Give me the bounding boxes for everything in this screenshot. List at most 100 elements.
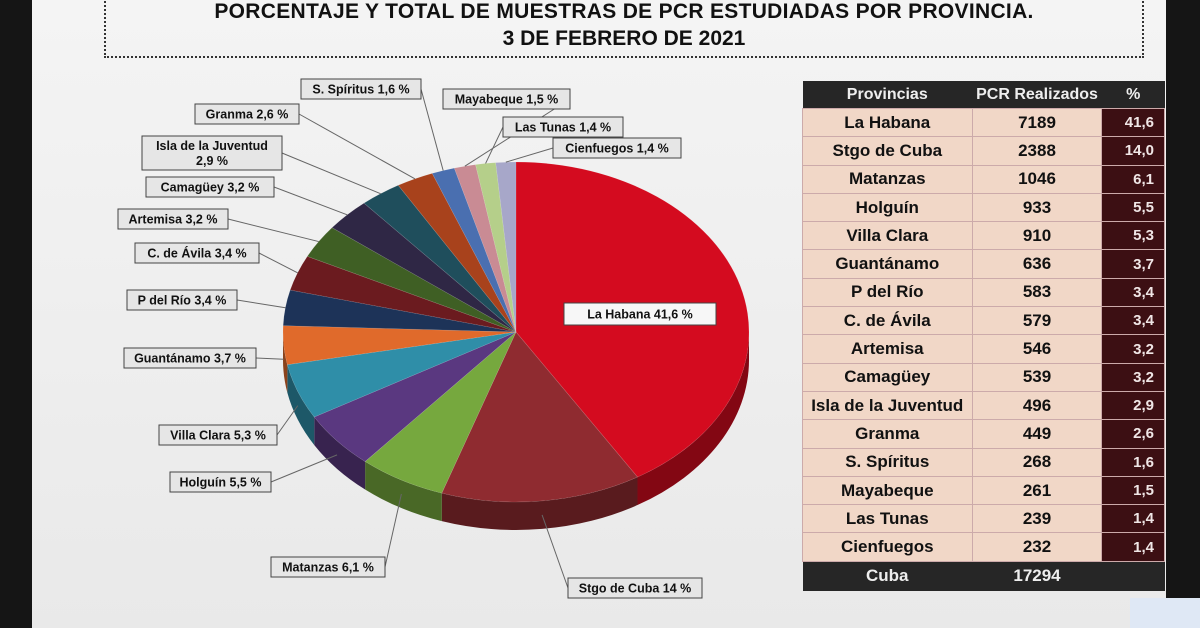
slice-side-2: [365, 461, 442, 522]
header-pcr: PCR Realizados: [972, 81, 1102, 109]
percent-cell: 3,4: [1101, 277, 1165, 308]
slice-side-5: [283, 332, 288, 393]
province-cell: Matanzas: [802, 164, 973, 194]
slice-label-box: [563, 302, 717, 326]
percent-cell: 1,4: [1101, 504, 1165, 534]
header-provincias: Provincias: [802, 81, 973, 109]
percent-cell: 1,6: [1101, 447, 1165, 477]
slice-label-box: [567, 577, 703, 599]
slice-label-text: Las Tunas 1,4 %: [515, 121, 611, 135]
slice-label-text: Artemisa 3,2 %: [129, 213, 218, 227]
pie-slice: [364, 331, 517, 494]
slice-label-text: Stgo de Cuba 14 %: [579, 582, 692, 596]
leader-line: [255, 357, 284, 360]
table-header-row: Provincias PCR Realizados %: [802, 81, 1165, 109]
slice-side-0: [637, 332, 749, 506]
percent-cell: 2,9: [1101, 390, 1165, 421]
percent-cell: 14,0: [1101, 136, 1165, 166]
province-cell: Cienfuegos: [802, 532, 973, 562]
province-cell: S. Spíritus: [802, 447, 973, 477]
province-cell: Mayabeque: [802, 475, 973, 506]
slice-label: S. Spíritus 1,6 %: [300, 78, 422, 100]
province-cell: C. de Ávila: [802, 306, 973, 336]
pie-slice: [475, 162, 517, 333]
slice-label: P del Río 3,4 %: [126, 289, 238, 311]
pcr-table: Provincias PCR Realizados % La Habana 718…: [802, 81, 1165, 591]
table-row: Mayabeque 261 1,5: [802, 475, 1165, 506]
right-frame-edge: [1166, 0, 1200, 628]
slice-label-box: [169, 471, 272, 493]
province-cell: Las Tunas: [802, 504, 973, 534]
slice-label-box: [552, 137, 682, 159]
slice-label-text: S. Spíritus 1,6 %: [312, 83, 409, 97]
pcr-cell: 261: [971, 475, 1103, 506]
title-box: PORCENTAJE Y TOTAL DE MUESTRAS DE PCR ES…: [104, 0, 1144, 58]
leader-line: [384, 493, 402, 568]
pcr-cell: 910: [971, 221, 1103, 251]
province-cell: Artemisa: [802, 334, 973, 364]
leader-line: [276, 405, 299, 436]
leader-line: [227, 218, 319, 243]
pcr-cell: 7189: [971, 107, 1103, 138]
slice-label: Mayabeque 1,5 %: [442, 88, 571, 110]
total-percent: [1101, 561, 1165, 591]
pcr-cell: 636: [971, 249, 1103, 279]
slice-label-text: Guantánamo 3,7 %: [134, 352, 246, 366]
province-cell: P del Río: [802, 277, 973, 308]
leader-line: [505, 147, 554, 163]
table-row: Las Tunas 239 1,4: [802, 504, 1165, 534]
pie-slice: [289, 255, 517, 333]
pcr-cell: 933: [971, 192, 1103, 223]
slice-label-box: [442, 88, 571, 110]
percent-cell: 3,4: [1101, 306, 1165, 336]
slice-label-text: Villa Clara 5,3 %: [170, 429, 266, 443]
total-value: 17294: [972, 561, 1102, 591]
slice-label: C. de Ávila 3,4 %: [134, 242, 260, 264]
total-label: Cuba: [802, 561, 973, 591]
slice-label: Stgo de Cuba 14 %: [567, 577, 703, 599]
pie-depth: [283, 332, 749, 530]
pcr-cell: 583: [971, 277, 1103, 308]
slice-label-box: [126, 289, 238, 311]
table-row: Stgo de Cuba 2388 14,0: [802, 136, 1165, 166]
slice-label-text: La Habana 41,6 %: [587, 308, 693, 322]
pie-slice: [441, 331, 638, 503]
table-row: Cienfuegos 232 1,4: [802, 532, 1165, 562]
slice-label: Villa Clara 5,3 %: [158, 424, 278, 446]
slice-label: Camagüey 3,2 %: [145, 176, 275, 198]
slice-side-3: [314, 417, 366, 490]
pie-slice: [286, 331, 517, 418]
slice-label-text-line-2: 2,9 %: [196, 154, 228, 168]
slice-label-text: Mayabeque 1,5 %: [455, 93, 559, 107]
percent-cell: 5,3: [1101, 221, 1165, 251]
pie-slice: [282, 325, 517, 365]
table-row: S. Spíritus 268 1,6: [802, 447, 1165, 477]
slice-label-box: [502, 116, 624, 138]
slice-label-box: [141, 135, 283, 171]
pcr-cell: 268: [971, 447, 1103, 477]
total-row: Cuba 17294: [802, 561, 1165, 591]
chart-title: PORCENTAJE Y TOTAL DE MUESTRAS DE PCR ES…: [214, 0, 1034, 23]
slice-label: Granma 2,6 %: [194, 103, 300, 125]
pcr-cell: 239: [971, 504, 1103, 534]
province-cell: Granma: [802, 419, 973, 449]
province-cell: Villa Clara: [802, 221, 973, 251]
table-row: Guantánamo 636 3,7: [802, 249, 1165, 279]
percent-cell: 2,6: [1101, 419, 1165, 449]
percent-cell: 3,2: [1101, 334, 1165, 364]
percent-cell: 1,4: [1101, 532, 1165, 562]
pie-slice: [313, 331, 517, 462]
leader-line: [236, 299, 286, 309]
slice-label-box: [300, 78, 422, 100]
pcr-cell: 579: [971, 306, 1103, 336]
pcr-cell: 449: [971, 419, 1103, 449]
province-cell: Guantánamo: [802, 249, 973, 279]
slice-label-box: [270, 556, 386, 578]
slice-label-text: Matanzas 6,1 %: [282, 561, 374, 575]
leader-line: [281, 152, 381, 195]
slice-label: Cienfuegos 1,4 %: [552, 137, 682, 159]
percent-cell: 6,1: [1101, 164, 1165, 194]
slice-label-text-line-1: Isla de la Juventud: [156, 139, 268, 153]
province-cell: Camagüey: [802, 362, 973, 392]
